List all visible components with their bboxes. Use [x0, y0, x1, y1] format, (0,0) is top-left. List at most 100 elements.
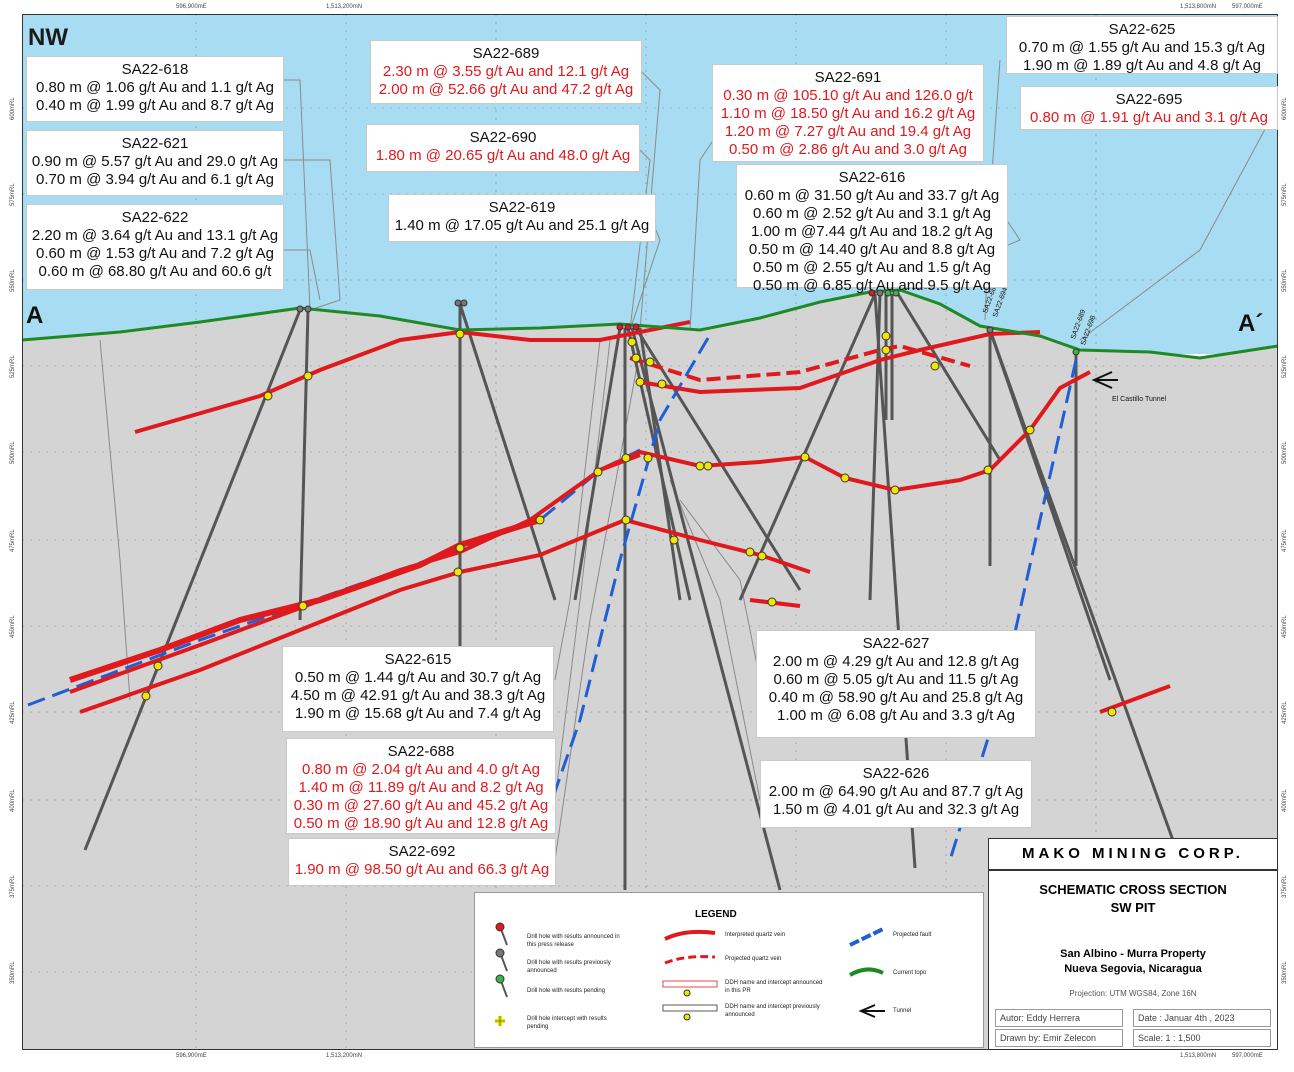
hole-name: SA22-626 [862, 765, 930, 782]
rl-label: 375mRL [10, 875, 16, 898]
intercept-line: 0.50 m @ 2.86 g/t Au and 3.0 g/t Ag [729, 141, 967, 158]
intercept-line: 1.20 m @ 7.27 g/t Au and 19.4 g/t Ag [724, 123, 972, 140]
intercept-line: 2.30 m @ 3.55 g/t Au and 12.1 g/t Ag [382, 63, 630, 80]
rl-label: 525mRL [1282, 355, 1288, 378]
rl-label: 375mRL [1282, 875, 1288, 898]
legend-item-red-hole: Drill hole with results announced in thi… [527, 934, 620, 948]
coord-bottom-3: 1,513,800mN [1180, 1053, 1217, 1059]
hole-name: SA22-618 [121, 61, 189, 78]
rl-label: 600mRL [1282, 97, 1288, 120]
rl-label: 550mRL [1282, 269, 1288, 292]
intercept-line: 0.40 m @ 1.99 g/t Au and 8.7 g/t Ag [36, 97, 274, 114]
intercept-line: 1.90 m @ 98.50 g/t Au and 66.3 g/t Ag [294, 861, 550, 878]
intercept-line: 0.80 m @ 1.91 g/t Au and 3.1 g/t Ag [1030, 109, 1268, 126]
legend-title: LEGEND [695, 909, 737, 920]
hole-name: SA22-625 [1108, 21, 1176, 38]
intercept-line: 0.60 m @ 31.50 g/t Au and 33.7 g/t Ag [744, 187, 1000, 204]
legend-symbols [495, 922, 885, 1026]
company-name: MAKO MINING CORP. [989, 839, 1277, 871]
rl-label: 500mRL [1282, 441, 1288, 464]
legend-item-pending-intercept: Drill hole intercept with results pendin… [527, 1016, 607, 1030]
date-cell: Date : Januar 4th , 2023 [1133, 1009, 1271, 1027]
intercept-line: 0.70 m @ 1.55 g/t Au and 15.3 g/t Ag [1018, 39, 1266, 56]
section-end-label: A´ [1238, 310, 1264, 337]
rl-label: 450mRL [10, 615, 16, 638]
intercept-line: 1.40 m @ 17.05 g/t Au and 25.1 g/t Ag [394, 217, 650, 234]
rl-label: 525mRL [10, 355, 16, 378]
rl-label: 475mRL [10, 529, 16, 552]
intercept-line: 0.50 m @ 2.55 g/t Au and 1.5 g/t Ag [753, 259, 991, 276]
rl-label: 350mRL [10, 961, 16, 984]
property-location: Nueva Segovia, Nicaragua [1064, 963, 1202, 975]
intercept-line: 1.00 m @ 6.08 g/t Au and 3.3 g/t Ag [777, 707, 1015, 724]
rl-label: 475mRL [1282, 529, 1288, 552]
legend-item-tunnel: Tunnel [893, 1008, 912, 1014]
coord-top-1: 596,900mE [176, 4, 207, 10]
hole-name: SA22-695 [1115, 91, 1183, 108]
coord-bottom-1: 596,900mE [176, 1053, 207, 1059]
tunnel-icon [1091, 371, 1118, 389]
section-start-label: A [26, 302, 44, 329]
nw-direction-label: NW [28, 24, 68, 51]
title-block: MAKO MINING CORP. SCHEMATIC CROSS SECTIO… [988, 838, 1278, 1050]
hole-name: SA22-622 [121, 209, 189, 226]
legend-item-gray-hole: Drill hole with results previously annou… [527, 960, 611, 974]
legend-item-ddh-previous: DDH name and intercept previously announ… [725, 1004, 820, 1018]
hole-name: SA22-621 [121, 135, 189, 152]
intercept-line: 0.80 m @ 1.06 g/t Au and 1.1 g/t Ag [36, 79, 274, 96]
intercept-line: 0.40 m @ 58.90 g/t Au and 25.8 g/t Ag [768, 689, 1024, 706]
legend-item-green-hole: Drill hole with results pending [527, 988, 606, 994]
rl-label: 425mRL [1282, 701, 1288, 724]
intercept-line: 0.30 m @ 27.60 g/t Au and 45.2 g/t Ag [293, 797, 549, 814]
hole-name: SA22-616 [838, 169, 906, 186]
intercept-line: 0.90 m @ 5.57 g/t Au and 29.0 g/t Ag [31, 153, 279, 170]
callout-sa22-691: SA22-691 0.30 m @ 105.10 g/t Au and 126.0… [712, 64, 984, 162]
callout-sa22-619: SA22-619 1.40 m @ 17.05 g/t Au and 25.1 g… [388, 194, 656, 242]
intercept-line: 0.80 m @ 2.04 g/t Au and 4.0 g/t Ag [302, 761, 540, 778]
rl-label: 400mRL [1282, 789, 1288, 812]
callout-sa22-616: SA22-616 0.60 m @ 31.50 g/t Au and 33.7 g… [736, 164, 1008, 294]
intercept-line: 0.60 m @ 2.52 g/t Au and 3.1 g/t Ag [753, 205, 991, 222]
callout-sa22-688: SA22-688 0.80 m @ 2.04 g/t Au and 4.0 g/t… [286, 738, 556, 834]
scale-cell: Scale: 1 : 1,500 [1133, 1029, 1271, 1047]
coord-bottom-2: 1,513,200mN [326, 1053, 363, 1059]
hole-name: SA22-619 [488, 199, 556, 216]
intercept-line: 0.50 m @ 18.90 g/t Au and 12.8 g/t Ag [293, 815, 549, 832]
intercept-line: 0.50 m @ 6.85 g/t Au and 9.5 g/t Ag [753, 277, 991, 294]
coord-top-3: 1,513,800mN [1180, 4, 1217, 10]
hole-name: SA22-690 [469, 129, 537, 146]
legend-item-projected-fault: Projected fault [893, 932, 932, 938]
rl-label: 575mRL [1282, 183, 1288, 206]
intercept-line: 0.30 m @ 105.10 g/t Au and 126.0 g/t [723, 87, 973, 104]
callout-sa22-695: SA22-695 0.80 m @ 1.91 g/t Au and 3.1 g/t… [1020, 86, 1278, 130]
intercept-line: 2.00 m @ 64.90 g/t Au and 87.7 g/t Ag [768, 783, 1024, 800]
callout-sa22-625: SA22-625 0.70 m @ 1.55 g/t Au and 15.3 g/… [1006, 16, 1278, 74]
property-name: San Albino - Murra Property [1060, 948, 1206, 960]
callout-sa22-692: SA22-692 1.90 m @ 98.50 g/t Au and 66.3 g… [288, 838, 556, 886]
intercept-line: 0.50 m @ 1.44 g/t Au and 30.7 g/t Ag [294, 669, 542, 686]
legend-item-ddh-this-pr: DDH name and intercept announced in this… [725, 980, 823, 994]
section-subtitle: SW PIT [1110, 900, 1156, 915]
intercept-line: 1.50 m @ 4.01 g/t Au and 32.3 g/t Ag [772, 801, 1020, 818]
rl-label: 350mRL [1282, 961, 1288, 984]
legend: LEGEND Drill hole with results announced… [474, 892, 984, 1048]
intercept-line: 0.60 m @ 5.05 g/t Au and 11.5 g/t Ag [773, 671, 1019, 688]
callout-sa22-689: SA22-689 2.30 m @ 3.55 g/t Au and 12.1 g/… [370, 40, 642, 104]
legend-item-current-topo: Current topo [893, 970, 927, 976]
leader-lines [99, 59, 1271, 861]
map-frame [22, 14, 1278, 1050]
hole-name: SA22-627 [862, 635, 930, 652]
callout-sa22-627: SA22-627 2.00 m @ 4.29 g/t Au and 12.8 g/… [756, 630, 1036, 738]
intercept-points [141, 329, 1117, 717]
projection-info: Projection: UTM WGS84, Zone 16N [1069, 989, 1197, 998]
drawn-by-cell: Drawn by: Emir Zelecon [995, 1029, 1123, 1047]
rl-label: 500mRL [10, 441, 16, 464]
legend-item-projected-vein: Projected quartz vein [725, 956, 782, 962]
hole-name: SA22-688 [387, 743, 455, 760]
intercept-line: 0.70 m @ 3.94 g/t Au and 6.1 g/t Ag [36, 171, 274, 188]
intercept-line: 1.40 m @ 11.89 g/t Au and 8.2 g/t Ag [298, 779, 544, 796]
author-cell: Autor: Eddy Herrera [995, 1009, 1123, 1027]
intercept-line: 2.00 m @ 4.29 g/t Au and 12.8 g/t Ag [772, 653, 1020, 670]
intercept-line: 1.90 m @ 15.68 g/t Au and 7.4 g/t Ag [294, 705, 542, 722]
coord-top-4: 597,000mE [1232, 4, 1263, 10]
